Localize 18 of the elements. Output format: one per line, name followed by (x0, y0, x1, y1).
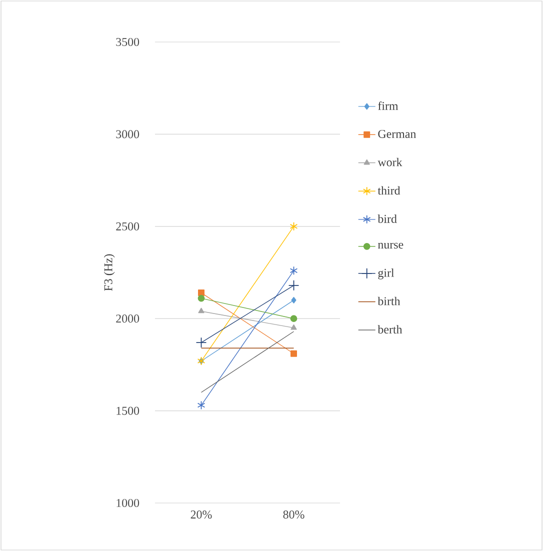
legend-label: birth (378, 296, 400, 306)
legend-label: girl (378, 268, 394, 280)
legend-label: work (378, 158, 402, 166)
legend-label: third (378, 186, 400, 195)
y-tick-label: 3000 (116, 130, 140, 138)
y-tick-label: 1000 (116, 498, 140, 508)
y-tick-label: 2500 (116, 222, 140, 230)
x-tick-label: 80% (283, 510, 304, 519)
x-tick-label: 20% (190, 510, 212, 519)
y-axis-title: F3 (Hz) (104, 254, 115, 291)
legend-label: firm (378, 101, 398, 110)
y-tick-label: 2000 (116, 314, 140, 323)
legend-label: nurse (378, 242, 404, 249)
y-tick-label: 3500 (116, 38, 140, 46)
legend-label: bird (378, 214, 397, 223)
legend-label: berth (378, 325, 402, 334)
y-tick-label: 1500 (116, 406, 140, 415)
legend-label: German (378, 130, 416, 138)
